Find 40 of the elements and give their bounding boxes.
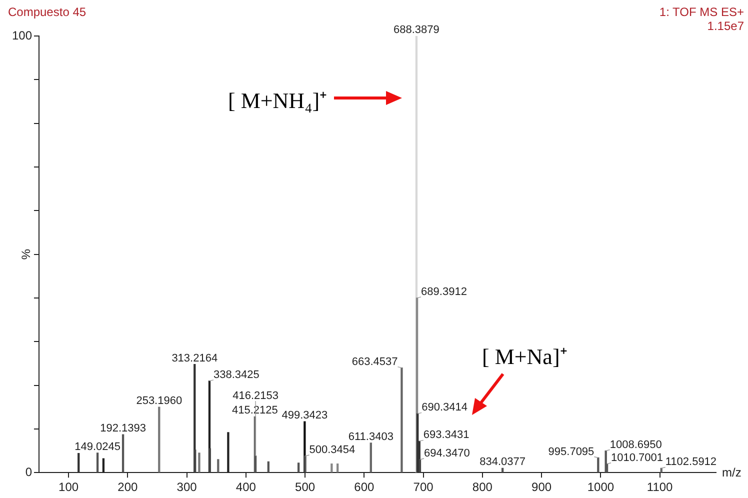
x-tick-label: 700 bbox=[413, 480, 434, 494]
x-tick-label: 500 bbox=[295, 480, 316, 494]
annotation: 688.3879 bbox=[394, 24, 440, 36]
y-axis-title: % bbox=[19, 248, 33, 260]
x-tick-label: 900 bbox=[532, 480, 552, 494]
annotation: 253.1960 bbox=[136, 395, 182, 408]
x-tick-label: 400 bbox=[236, 480, 256, 494]
annotation: 611.3403 bbox=[348, 430, 394, 443]
text: 1: TOF MS ES+ bbox=[659, 5, 744, 19]
x-tick-label: 600 bbox=[354, 480, 375, 494]
annotation: 689.3912 bbox=[421, 286, 467, 298]
annotation: [ M+Na]⁺ bbox=[482, 343, 567, 370]
x-axis-title: m/z bbox=[722, 466, 742, 480]
x-tick-label: 1100 bbox=[646, 480, 674, 494]
annotation: 192.1393 bbox=[100, 422, 146, 435]
annotation: 834.0377 bbox=[480, 456, 526, 468]
chart-title: Compuesto 45 bbox=[8, 5, 86, 19]
annotation: 663.4537 bbox=[352, 356, 398, 368]
annotation: 693.3431 bbox=[423, 429, 470, 442]
x-tick-label: 100 bbox=[58, 480, 79, 494]
x-tick-label: 1000 bbox=[587, 480, 614, 494]
y-tick-label: 0 bbox=[25, 464, 32, 479]
annotation: 1010.7001 bbox=[611, 452, 664, 464]
annotation: 338.3425 bbox=[213, 368, 260, 381]
annotation: 995.7095 bbox=[548, 446, 594, 458]
annotation: 415.2125 bbox=[232, 404, 278, 417]
annotation: 1102.5912 bbox=[665, 456, 717, 468]
annotation: 690.3414 bbox=[422, 402, 468, 414]
annotation: 499.3423 bbox=[282, 410, 328, 422]
x-tick-label: 200 bbox=[118, 480, 138, 494]
annotation: 149.0245 bbox=[74, 440, 120, 453]
annotation: 694.3470 bbox=[424, 448, 470, 460]
annotation: 500.3454 bbox=[309, 444, 356, 456]
annotation: 313.2164 bbox=[172, 352, 218, 364]
text: 1.15e7 bbox=[707, 19, 744, 33]
x-tick-label: 800 bbox=[472, 480, 493, 494]
annotation: 416.2153 bbox=[232, 390, 278, 402]
annotation: [ M+NH₄]⁺ bbox=[228, 87, 327, 114]
annotation: 1008.6950 bbox=[610, 438, 662, 451]
x-tick-label: 300 bbox=[176, 480, 198, 494]
